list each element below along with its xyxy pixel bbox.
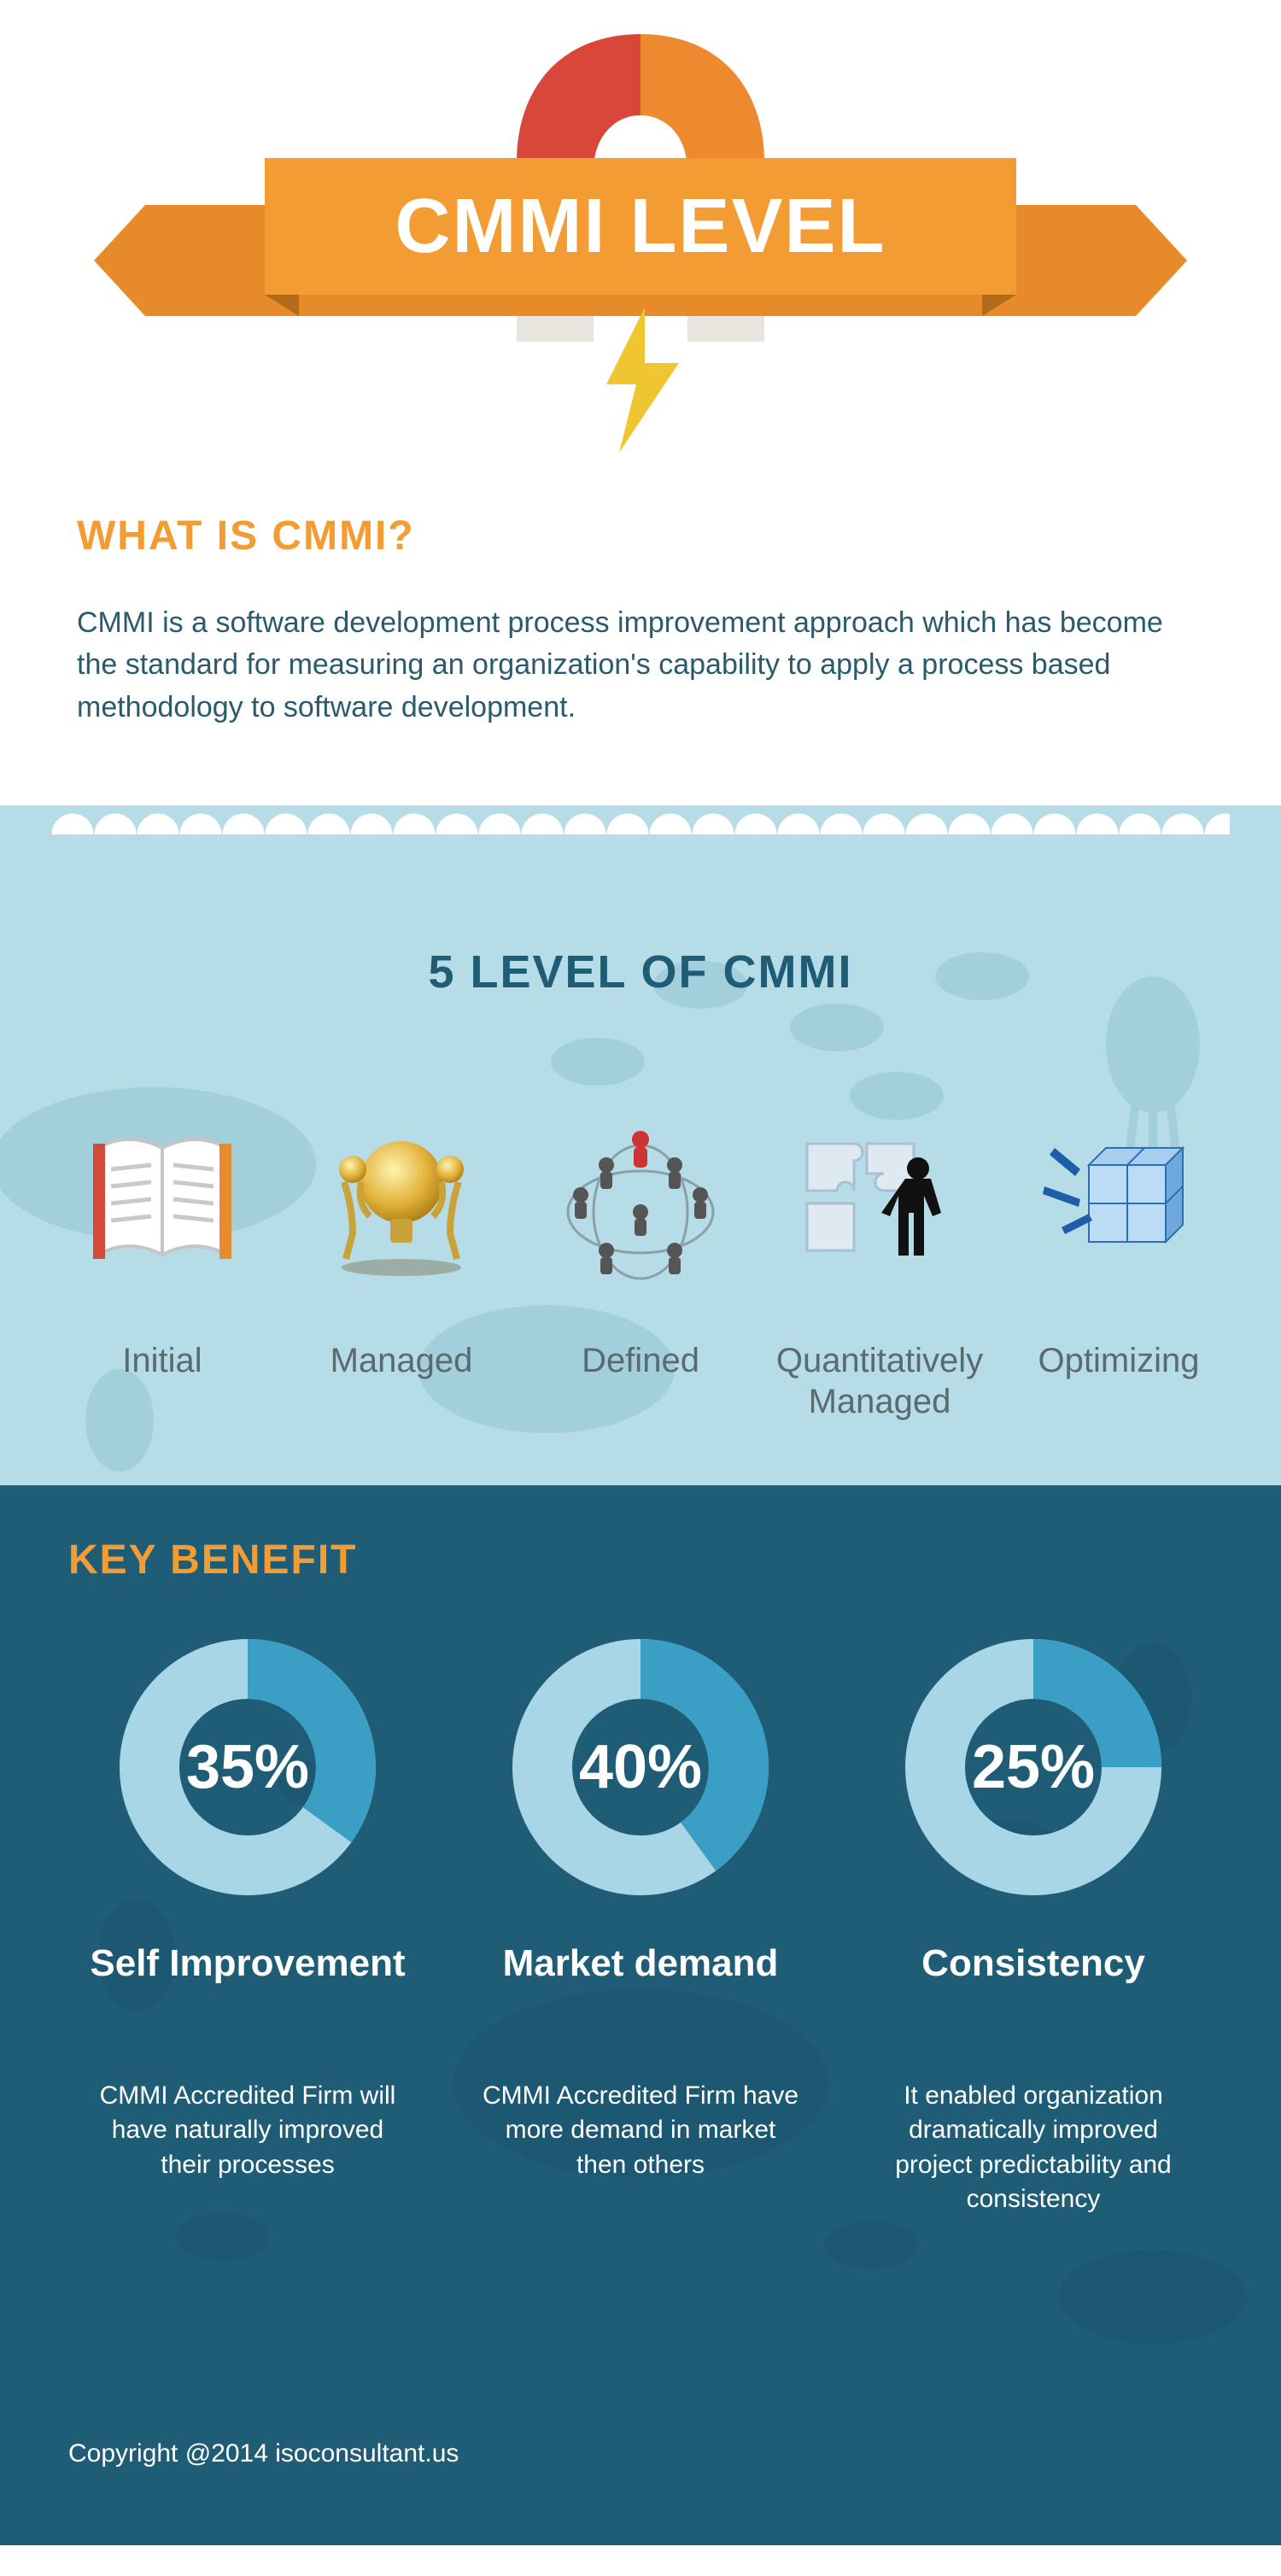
level-label: Defined [582,1340,699,1426]
wave-divider [51,805,1230,834]
level-item-optimizing: Optimizing [1008,1118,1230,1426]
donut-chart: 25% [901,1635,1166,1900]
benefit-desc: It enabled organization dramatically imp… [871,2079,1196,2217]
benefit-desc: CMMI Accredited Firm have more demand in… [478,2079,803,2183]
benefit-item-self-improvement: 35% Self Improvement CMMI Accredited Fir… [68,1635,427,2217]
whatis-section: WHAT IS CMMI? CMMI is a software develop… [0,478,1281,805]
benefit-title: Market demand [503,1942,779,2036]
header: CMMI LEVEL [0,0,1281,478]
benefit-title: Self Improvement [90,1942,405,2036]
puzzle-person-icon [798,1118,961,1280]
donut-chart: 40% [508,1635,773,1900]
level-label: Initial [122,1340,202,1426]
levels-row: Initial [51,1118,1230,1426]
donut-pct: 25% [901,1732,1166,1802]
network-people-icon [559,1118,722,1280]
bulb-people-icon [320,1118,483,1280]
benefit-item-consistency: 25% Consistency It enabled organization … [854,1635,1213,2217]
copyright: Copyright @2014 isoconsultant.us [68,2439,1213,2468]
whatis-heading: WHAT IS CMMI? [77,512,1204,559]
lightning-icon [594,307,687,453]
donut-chart: 35% [115,1635,380,1900]
benefits-heading: KEY BENEFIT [68,1537,1213,1584]
benefits-row: 35% Self Improvement CMMI Accredited Fir… [68,1635,1213,2217]
level-item-managed: Managed [290,1118,512,1426]
page-title: CMMI LEVEL [395,183,886,271]
level-label: Optimizing [1038,1340,1200,1426]
level-label: Managed [330,1340,473,1426]
benefits-section: KEY BENEFIT 35% Self Improvement CMMI Ac… [0,1485,1281,2545]
levels-heading: 5 LEVEL OF CMMI [51,946,1230,998]
level-item-defined: Defined [529,1118,752,1426]
book-icon [81,1118,243,1280]
level-item-initial: Initial [51,1118,273,1426]
benefit-desc: CMMI Accredited Firm will have naturally… [85,2079,410,2183]
level-item-quant-managed: Quantitatively Managed [769,1118,991,1426]
donut-pct: 40% [508,1732,773,1802]
benefit-title: Consistency [921,1942,1145,2036]
benefit-item-market-demand: 40% Market demand CMMI Accredited Firm h… [461,1635,820,2217]
cube-darts-icon [1038,1118,1200,1280]
donut-pct: 35% [115,1732,380,1802]
level-label: Quantitatively Managed [769,1340,991,1426]
levels-section: 5 LEVEL OF CMMI [0,805,1281,1485]
whatis-body: CMMI is a software development process i… [77,602,1204,729]
